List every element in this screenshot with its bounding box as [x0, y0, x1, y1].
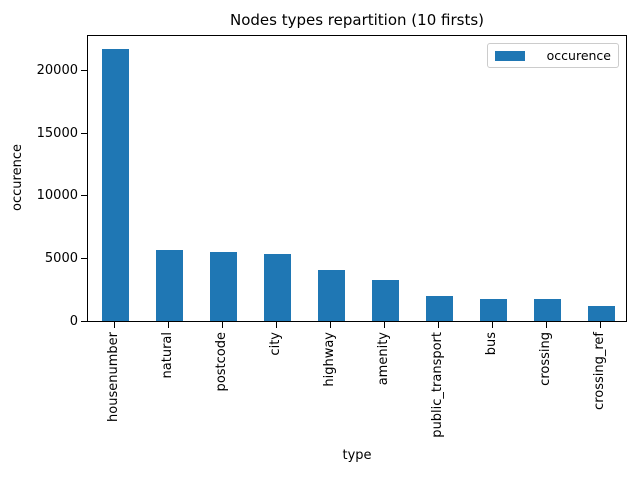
y-tick-mark [81, 321, 87, 322]
x-tick-mark [330, 322, 331, 328]
y-tick-label: 20000 [36, 62, 78, 78]
x-tick-label-crossing_ref: crossing_ref [592, 332, 607, 410]
x-tick-label-bus: bus [484, 332, 499, 356]
bar-crossing [533, 299, 561, 321]
legend-swatch-occurence [494, 50, 525, 61]
y-tick-label: 0 [69, 314, 78, 329]
x-tick-label-postcode: postcode [214, 332, 229, 392]
bar-highway [317, 270, 345, 321]
bar-amenity [371, 279, 399, 321]
bar-bus [479, 299, 507, 321]
x-tick-label-amenity: amenity [376, 332, 391, 386]
x-tick-mark [546, 322, 547, 328]
x-tick-mark [168, 322, 169, 328]
y-tick-mark [81, 69, 87, 71]
y-tick-label: 5000 [44, 251, 78, 267]
bars-layer [88, 36, 626, 321]
y-tick-mark [81, 195, 87, 197]
x-tick-label-public_transport: public_transport [430, 332, 445, 438]
x-tick-label-city: city [268, 332, 283, 356]
y-tick-mark [81, 258, 87, 260]
x-tick-mark [384, 322, 385, 328]
x-tick-label-highway: highway [322, 332, 337, 387]
bar-housenumber [101, 48, 129, 321]
y-tick-label: 10000 [36, 188, 78, 204]
x-tick-label-housenumber: housenumber [106, 332, 121, 422]
x-axis-label: type [342, 448, 372, 463]
x-tick-mark [492, 322, 493, 328]
legend: occurence [486, 43, 619, 68]
y-tick-label: 15000 [36, 125, 78, 141]
x-tick-mark [114, 322, 115, 328]
legend-label: occurence [546, 47, 611, 63]
x-tick-mark [438, 322, 439, 328]
bar-postcode [209, 252, 237, 321]
y-tick-mark [81, 132, 87, 134]
x-tick-label-crossing: crossing [538, 332, 553, 386]
x-tick-mark [600, 322, 601, 328]
bar-natural [155, 250, 183, 321]
plot-area: occurence [87, 35, 627, 322]
x-tick-mark [276, 322, 277, 328]
bar-city [263, 253, 291, 321]
chart-title: Nodes types repartition (10 firsts) [229, 11, 484, 29]
x-tick-label-natural: natural [160, 332, 175, 379]
x-tick-mark [222, 322, 223, 328]
bar-crossing_ref [587, 306, 615, 321]
bar-public_transport [425, 296, 453, 321]
